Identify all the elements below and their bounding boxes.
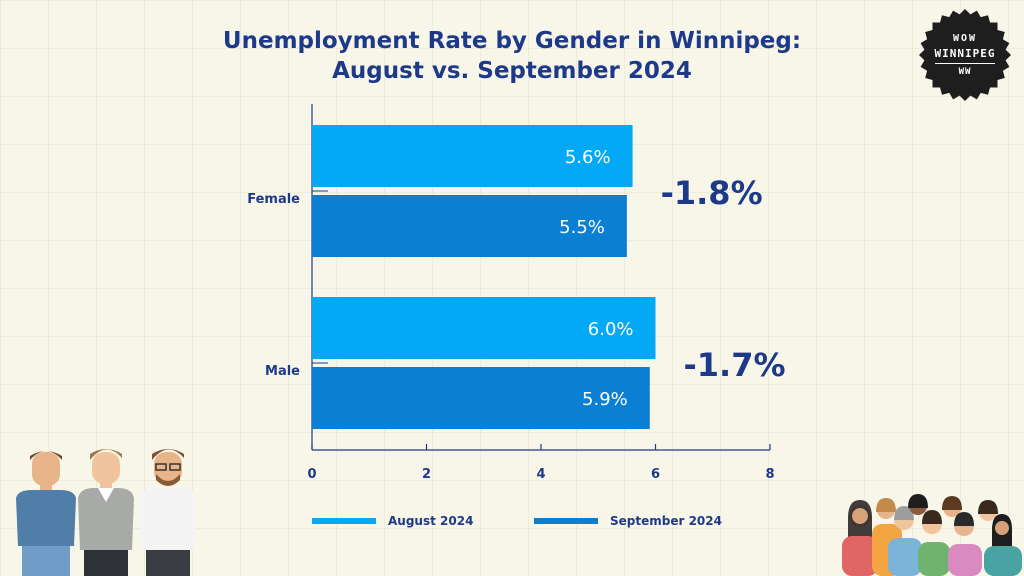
x-tick-label-6: 6 [651, 467, 660, 482]
badge-seal-icon [919, 9, 1011, 101]
change-annotation-male: -1.7% [684, 346, 786, 384]
women-illustration [842, 494, 1022, 576]
change-annotation-female: -1.8% [661, 174, 763, 212]
x-tick-label-8: 8 [765, 467, 774, 482]
chart-legend: August 2024 September 2024 [0, 514, 1024, 534]
category-label-male: Male [265, 364, 300, 379]
bar-female-august [312, 125, 633, 187]
men-illustration [16, 449, 196, 576]
bar-value-label-female-august: 5.6% [565, 147, 611, 168]
bar-male-september [312, 367, 650, 429]
badge-line-1: WOW [952, 33, 978, 44]
legend-label-september: September 2024 [610, 514, 722, 528]
x-tick-label-0: 0 [307, 467, 316, 482]
bar-value-label-male-september: 5.9% [582, 389, 628, 410]
bar-value-label-male-august: 6.0% [588, 319, 634, 340]
chart-subtitle: August vs. September 2024 [332, 58, 692, 84]
women-group-figure [842, 494, 1022, 576]
man-1-figure [16, 451, 76, 576]
legend-item-september: September 2024 [534, 514, 722, 528]
bar-value-label-female-september: 5.5% [559, 217, 605, 238]
x-tick-label-4: 4 [536, 467, 545, 482]
category-label-female: Female [247, 192, 300, 207]
man-3-figure [140, 449, 196, 576]
chart-title-block: Unemployment Rate by Gender in Winnipeg:… [0, 26, 1024, 86]
bar-male-august [312, 297, 656, 359]
bar-female-september [312, 195, 627, 257]
x-tick-label-2: 2 [422, 467, 431, 482]
chart-title: Unemployment Rate by Gender in Winnipeg: [222, 28, 802, 54]
legend-swatch-august [312, 518, 376, 524]
badge-line-3: WW [958, 67, 972, 77]
man-2-figure [78, 449, 134, 576]
legend-label-august: August 2024 [388, 514, 474, 528]
wow-winnipeg-logo: WOW WINNIPEG WW [918, 8, 1012, 102]
legend-item-august: August 2024 [312, 514, 473, 528]
legend-swatch-september [534, 518, 598, 524]
badge-line-2: WINNIPEG [934, 46, 996, 64]
